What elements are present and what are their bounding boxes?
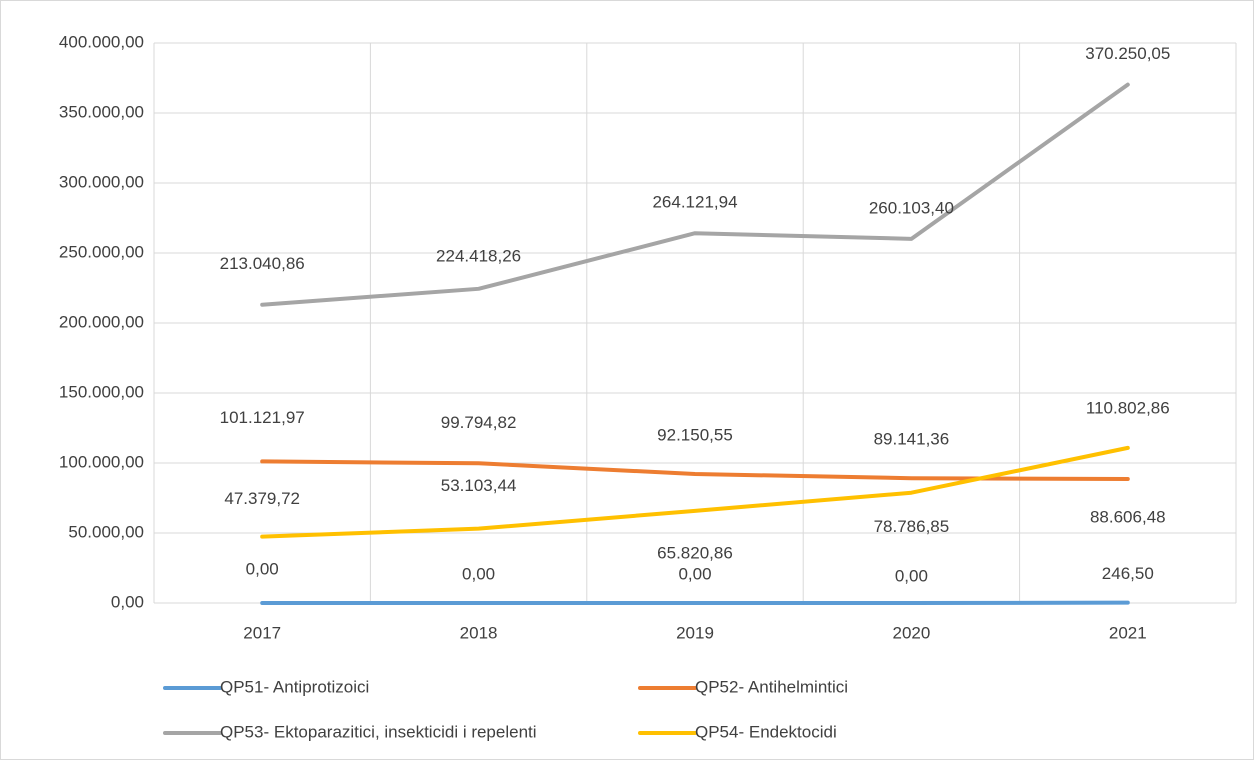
series-line — [260, 82, 1130, 307]
data-label: 0,00 — [678, 564, 711, 583]
legend-label: QP54- Endektocidi — [695, 722, 837, 741]
data-label: 101.121,97 — [220, 408, 305, 427]
legend-label: QP52- Antihelmintici — [695, 677, 848, 696]
x-tick-label: 2020 — [892, 623, 930, 642]
y-tick-label: 50.000,00 — [68, 522, 144, 541]
x-tick-label: 2021 — [1109, 623, 1147, 642]
data-label: 370.250,05 — [1085, 44, 1170, 63]
data-label: 246,50 — [1102, 564, 1154, 583]
data-label: 224.418,26 — [436, 246, 521, 265]
legend-label: QP53- Ektoparazitici, insekticidi i repe… — [220, 722, 537, 741]
y-tick-label: 250.000,00 — [59, 242, 144, 261]
data-label: 47.379,72 — [224, 489, 300, 508]
data-label: 78.786,85 — [874, 517, 950, 536]
y-tick-label: 0,00 — [111, 592, 144, 611]
y-tick-label: 300.000,00 — [59, 172, 144, 191]
data-label: 260.103,40 — [869, 198, 954, 217]
data-label: 89.141,36 — [874, 430, 950, 449]
y-tick-label: 400.000,00 — [59, 32, 144, 51]
x-tick-label: 2017 — [243, 623, 281, 642]
data-label: 0,00 — [246, 559, 279, 578]
y-tick-label: 200.000,00 — [59, 312, 144, 331]
y-tick-label: 150.000,00 — [59, 382, 144, 401]
data-label: 88.606,48 — [1090, 507, 1166, 526]
legend-label: QP51- Antiprotizoici — [220, 677, 369, 696]
data-label: 53.103,44 — [441, 476, 517, 495]
data-label: 0,00 — [895, 566, 928, 585]
data-label: 110.802,86 — [1086, 398, 1170, 417]
data-label: 92.150,55 — [657, 425, 733, 444]
data-label: 0,00 — [462, 564, 495, 583]
x-tick-label: 2019 — [676, 623, 714, 642]
series-line — [260, 445, 1130, 539]
x-tick-label: 2018 — [460, 623, 498, 642]
data-label: 264.121,94 — [652, 193, 737, 212]
data-label: 65.820,86 — [657, 543, 733, 562]
y-tick-label: 350.000,00 — [59, 102, 144, 121]
y-tick-label: 100.000,00 — [59, 452, 144, 471]
data-label: 99.794,82 — [441, 413, 517, 432]
data-label: 213.040,86 — [220, 254, 305, 273]
